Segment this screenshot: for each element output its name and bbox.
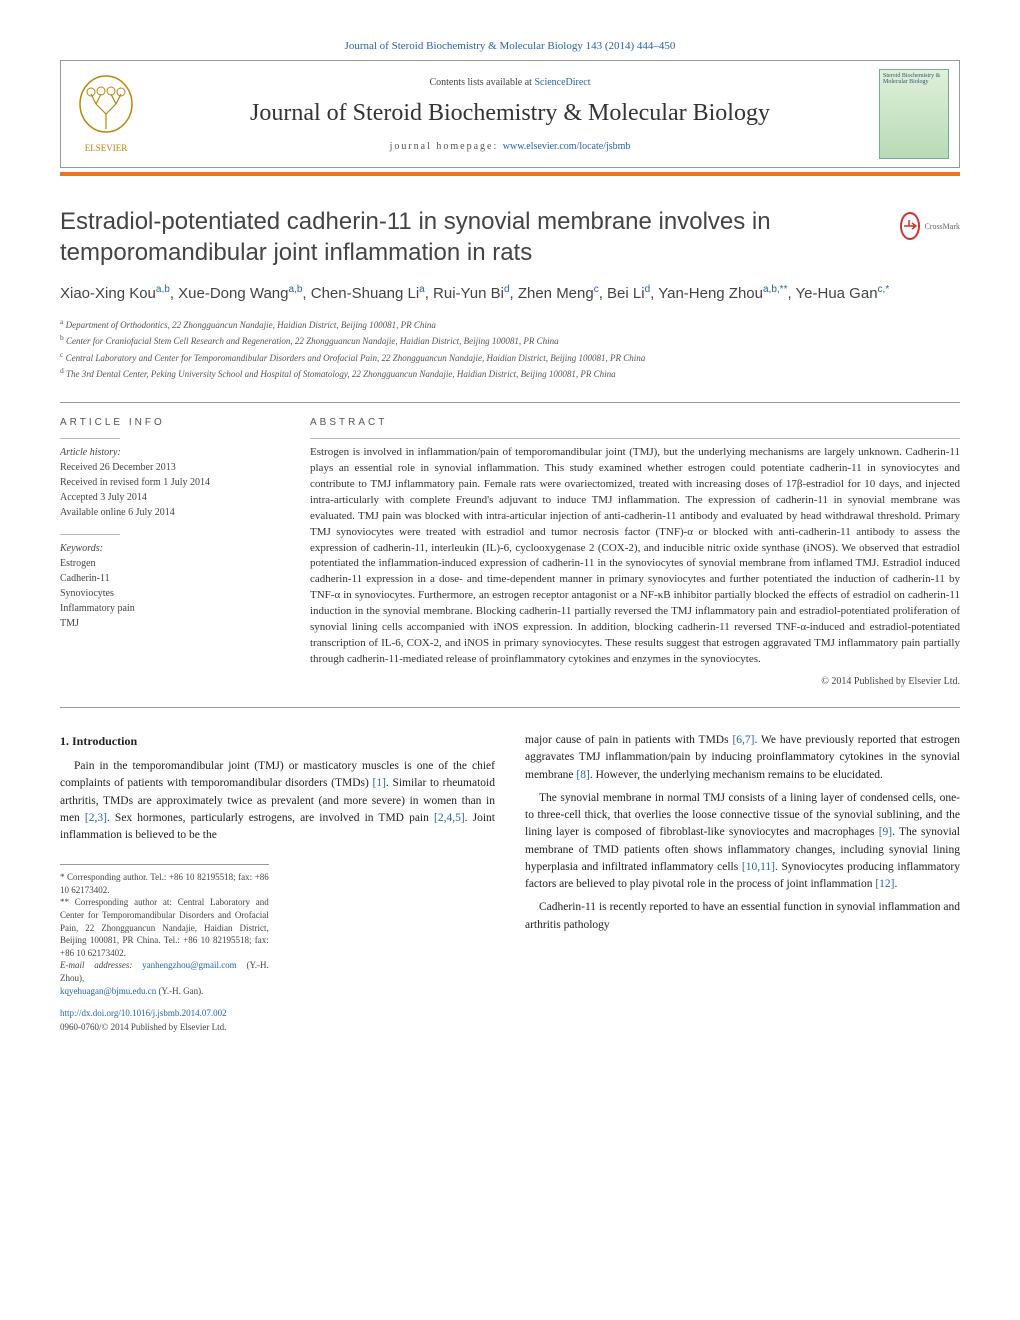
elsevier-tree-icon: ELSEVIER	[71, 69, 141, 159]
section-divider	[60, 402, 960, 403]
keyword: Synoviocytes	[60, 586, 280, 601]
article-history: Article history: Received 26 December 20…	[60, 445, 280, 520]
mini-divider	[60, 438, 120, 439]
publisher-logo-box: ELSEVIER	[61, 61, 151, 167]
keyword: TMJ	[60, 616, 280, 631]
history-line: Received 26 December 2013	[60, 460, 280, 475]
contents-available: Contents lists available at ScienceDirec…	[163, 77, 857, 88]
homepage-link[interactable]: www.elsevier.com/locate/jsbmb	[503, 141, 631, 152]
keyword: Estrogen	[60, 556, 280, 571]
article-info-heading: ARTICLE INFO	[60, 417, 280, 428]
history-label: Article history:	[60, 445, 280, 460]
body-paragraph: major cause of pain in patients with TMD…	[525, 732, 960, 784]
abstract-heading: ABSTRACT	[310, 417, 960, 428]
journal-banner: ELSEVIER Contents lists available at Sci…	[60, 60, 960, 168]
history-line: Available online 6 July 2014	[60, 505, 280, 520]
crossmark-badge[interactable]: CrossMark	[900, 206, 960, 246]
email-addresses: E-mail addresses: yanhengzhou@gmail.com …	[60, 959, 269, 984]
section-divider	[60, 707, 960, 708]
intro-heading: 1. Introduction	[60, 732, 495, 750]
body-column-right: major cause of pain in patients with TMD…	[525, 732, 960, 1034]
running-header: Journal of Steroid Biochemistry & Molecu…	[60, 40, 960, 52]
svg-text:ELSEVIER: ELSEVIER	[85, 143, 128, 153]
journal-homepage: journal homepage: www.elsevier.com/locat…	[163, 141, 857, 152]
cover-thumb-box: Steroid Biochemistry & Molecular Biology	[869, 61, 959, 167]
corresponding-author-2: ** Corresponding author at: Central Labo…	[60, 896, 269, 959]
article-title: Estradiol-potentiated cadherin-11 in syn…	[60, 206, 888, 268]
body-paragraph: Pain in the temporomandibular joint (TMJ…	[60, 758, 495, 844]
journal-title: Journal of Steroid Biochemistry & Molecu…	[163, 100, 857, 127]
mini-divider	[310, 438, 960, 439]
authors-line: Xiao-Xing Koua,b, Xue-Dong Wanga,b, Chen…	[60, 282, 960, 306]
keyword: Inflammatory pain	[60, 601, 280, 616]
abstract-copyright: © 2014 Published by Elsevier Ltd.	[310, 676, 960, 687]
corresponding-author-1: * Corresponding author. Tel.: +86 10 821…	[60, 871, 269, 896]
doi-block: http://dx.doi.org/10.1016/j.jsbmb.2014.0…	[60, 1007, 495, 1034]
sciencedirect-link[interactable]: ScienceDirect	[534, 77, 590, 88]
issn-line: 0960-0760/© 2014 Published by Elsevier L…	[60, 1022, 226, 1032]
history-line: Accepted 3 July 2014	[60, 490, 280, 505]
brand-accent-bar	[60, 172, 960, 176]
footnotes-block: * Corresponding author. Tel.: +86 10 821…	[60, 864, 269, 997]
keywords-block: Keywords: Estrogen Cadherin-11 Synoviocy…	[60, 541, 280, 631]
doi-link[interactable]: http://dx.doi.org/10.1016/j.jsbmb.2014.0…	[60, 1008, 227, 1018]
crossmark-label: CrossMark	[924, 222, 960, 231]
mini-divider	[60, 534, 120, 535]
email-link[interactable]: yanhengzhou@gmail.com	[142, 960, 237, 970]
body-paragraph: Cadherin-11 is recently reported to have…	[525, 899, 960, 934]
keywords-label: Keywords:	[60, 541, 280, 556]
affiliations-block: a Department of Orthodontics, 22 Zhonggu…	[60, 316, 960, 382]
journal-cover-icon: Steroid Biochemistry & Molecular Biology	[879, 69, 949, 159]
crossmark-icon	[900, 212, 920, 240]
email-link[interactable]: kqyehuagan@bjmu.edu.cn	[60, 986, 156, 996]
body-column-left: 1. Introduction Pain in the temporomandi…	[60, 732, 495, 1034]
keyword: Cadherin-11	[60, 571, 280, 586]
abstract-text: Estrogen is involved in inflammation/pai…	[310, 445, 960, 668]
history-line: Received in revised form 1 July 2014	[60, 475, 280, 490]
body-paragraph: The synovial membrane in normal TMJ cons…	[525, 790, 960, 894]
